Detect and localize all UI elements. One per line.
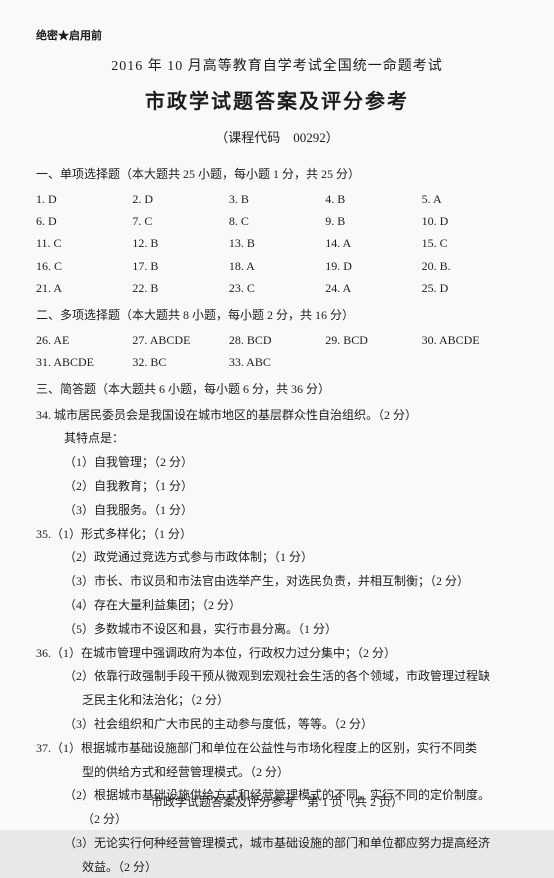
- answer-cell: 19. D: [325, 257, 421, 276]
- answer-cell: 13. B: [229, 234, 325, 253]
- q34-stem: 34. 城市居民委员会是我国设在城市地区的基层群众性自治组织。（2 分）: [36, 406, 518, 426]
- q36-item: （3）社会组织和广大市民的主动参与度低，等等。（2 分）: [36, 715, 518, 735]
- answer-cell: 1. D: [36, 190, 132, 209]
- exam-subtitle: 2016 年 10 月高等教育自学考试全国统一命题考试: [36, 56, 518, 78]
- answer-row: 16. C17. B18. A19. D20. B.: [36, 257, 518, 276]
- answer-cell: 12. B: [132, 234, 228, 253]
- answer-cell: 28. BCD: [229, 331, 325, 350]
- answer-row: 26. AE27. ABCDE28. BCD29. BCD30. ABCDE: [36, 331, 518, 350]
- answer-cell: 32. BC: [132, 353, 228, 372]
- answer-cell: [325, 353, 421, 372]
- answer-cell: 29. BCD: [325, 331, 421, 350]
- multi-choice-answers: 26. AE27. ABCDE28. BCD29. BCD30. ABCDE 31…: [36, 331, 518, 372]
- answer-cell: 8. C: [229, 212, 325, 231]
- answer-row: 11. C12. B13. B14. A15. C: [36, 234, 518, 253]
- answer-cell: 25. D: [422, 279, 518, 298]
- answer-cell: 11. C: [36, 234, 132, 253]
- answer-cell: 7. C: [132, 212, 228, 231]
- course-code: （课程代码 00292）: [36, 128, 518, 149]
- answer-cell: 18. A: [229, 257, 325, 276]
- exam-title: 市政学试题答案及评分参考: [36, 86, 518, 118]
- answer-row: 6. D7. C8. C9. B10. D: [36, 212, 518, 231]
- q34-lead: 其特点是：: [36, 429, 518, 449]
- q35-item: （4）存在大量利益集团；（2 分）: [36, 596, 518, 616]
- q36-item: 36.（1）在城市管理中强调政府为本位，行政权力过分集中；（2 分）: [36, 644, 518, 664]
- answer-cell: 10. D: [422, 212, 518, 231]
- q34-item: （3）自我服务。（1 分）: [36, 501, 518, 521]
- answer-cell: 14. A: [325, 234, 421, 253]
- section1-header: 一、单项选择题（本大题共 25 小题，每小题 1 分，共 25 分）: [36, 165, 518, 184]
- answer-cell: 22. B: [132, 279, 228, 298]
- section2-header: 二、多项选择题（本大题共 8 小题，每小题 2 分，共 16 分）: [36, 306, 518, 325]
- q37-item-cont: 效益。（2 分）: [36, 858, 518, 878]
- q36-item-cont: 乏民主化和法治化；（2 分）: [36, 691, 518, 711]
- single-choice-answers: 1. D2. D3. B4. B5. A 6. D7. C8. C9. B10. …: [36, 190, 518, 298]
- answer-cell: 24. A: [325, 279, 421, 298]
- q34-item: （1）自我管理；（2 分）: [36, 453, 518, 473]
- answer-cell: 2. D: [132, 190, 228, 209]
- answer-cell: [422, 353, 518, 372]
- page-footer: 市政学试题答案及评分参考 第 1 页（共 2 页）: [0, 793, 554, 812]
- section3-header: 三、简答题（本大题共 6 小题，每小题 6 分，共 36 分）: [36, 380, 518, 399]
- q37-item-cont: 型的供给方式和经营管理模式。（2 分）: [36, 763, 518, 783]
- q35-item: （3）市长、市议员和市法官由选举产生，对选民负责，并相互制衡；（2 分）: [36, 572, 518, 592]
- answer-cell: 9. B: [325, 212, 421, 231]
- answer-cell: 26. AE: [36, 331, 132, 350]
- q35-item: （5）多数城市不设区和县，实行市县分离。（1 分）: [36, 620, 518, 640]
- answer-cell: 30. ABCDE: [422, 331, 518, 350]
- answer-cell: 23. C: [229, 279, 325, 298]
- exam-page: 绝密★启用前 2016 年 10 月高等教育自学考试全国统一命题考试 市政学试题…: [0, 0, 554, 830]
- answer-cell: 16. C: [36, 257, 132, 276]
- answer-cell: 17. B: [132, 257, 228, 276]
- q37-item: （3）无论实行何种经营管理模式，城市基础设施的部门和单位都应努力提高经济: [36, 834, 518, 854]
- answer-cell: 5. A: [422, 190, 518, 209]
- answer-cell: 3. B: [229, 190, 325, 209]
- q36-item: （2）依靠行政强制手段干预从微观到宏观社会生活的各个领域，市政管理过程缺: [36, 667, 518, 687]
- q34-item: （2）自我教育；（1 分）: [36, 477, 518, 497]
- answer-row: 1. D2. D3. B4. B5. A: [36, 190, 518, 209]
- answer-row: 31. ABCDE32. BC33. ABC: [36, 353, 518, 372]
- answer-cell: 21. A: [36, 279, 132, 298]
- answer-cell: 33. ABC: [229, 353, 325, 372]
- q35-item: （2）政党通过竞选方式参与市政体制；（1 分）: [36, 548, 518, 568]
- answer-cell: 20. B.: [422, 257, 518, 276]
- answer-cell: 6. D: [36, 212, 132, 231]
- q35-item: 35.（1）形式多样化；（1 分）: [36, 525, 518, 545]
- answer-cell: 27. ABCDE: [132, 331, 228, 350]
- answer-cell: 15. C: [422, 234, 518, 253]
- answer-row: 21. A22. B23. C24. A25. D: [36, 279, 518, 298]
- answer-cell: 31. ABCDE: [36, 353, 132, 372]
- confidential-mark: 绝密★启用前: [36, 28, 518, 46]
- q37-item-cont: （2 分）: [36, 810, 518, 830]
- answer-cell: 4. B: [325, 190, 421, 209]
- q37-item: 37.（1）根据城市基础设施部门和单位在公益性与市场化程度上的区别，实行不同类: [36, 739, 518, 759]
